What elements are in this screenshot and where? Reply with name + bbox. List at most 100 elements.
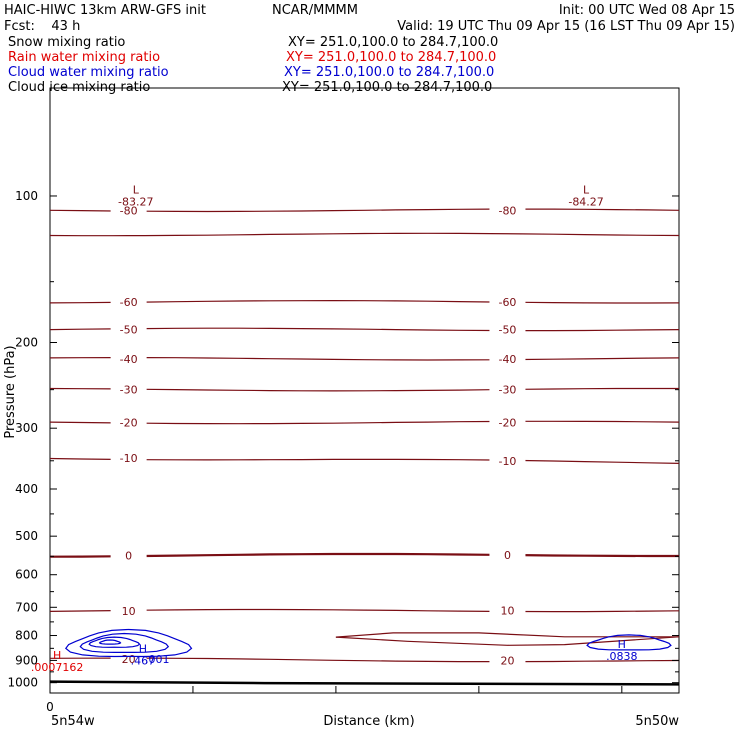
extremum-value: -83.27 [118, 196, 153, 209]
isotherm-label-bg [489, 415, 526, 428]
plot-frame [49, 87, 680, 694]
isotherm-line [49, 457, 680, 464]
isotherm-label: -80 [120, 204, 138, 217]
forecast-hour: Fcst: 43 h [4, 19, 80, 34]
y-tick-label: 800 [15, 629, 38, 643]
y-tick-label: 900 [15, 653, 38, 667]
isotherm-label: -50 [120, 323, 138, 336]
right-location-label: 5n50w [635, 714, 679, 729]
isotherm-label: -20 [498, 416, 516, 429]
isotherm-label-bg [110, 382, 147, 395]
extremum-letter: H [139, 642, 147, 655]
isotherm-label: 10 [122, 605, 136, 618]
isotherm-label: 0 [125, 549, 132, 562]
cloud-water-contour [79, 632, 170, 653]
isotherm-label: -40 [498, 353, 516, 366]
field-name-cloud-water: Cloud water mixing ratio [8, 65, 169, 80]
isotherm-label-bg [110, 294, 147, 307]
y-tick-label: 400 [15, 482, 38, 496]
cloud-water-contours [64, 628, 672, 658]
field-xy-snow: XY= 251.0,100.0 to 284.7,100.0 [288, 35, 498, 50]
isotherm-label: -20 [120, 416, 138, 429]
isotherm-label-bg [489, 382, 526, 395]
isotherm-label-bg [110, 415, 147, 428]
isotherm-label-bg [489, 351, 526, 364]
isotherm-label-bg [110, 548, 147, 561]
isotherm-line [49, 208, 680, 213]
isotherm-label-bg [489, 454, 526, 467]
isotherm-label: 10 [500, 604, 514, 617]
cloud-water-contour [88, 636, 141, 648]
isotherm-label-bg [110, 652, 147, 665]
isotherm-label-bg [489, 547, 526, 560]
isotherm-label: -40 [120, 353, 138, 366]
isotherm-label: 20 [500, 655, 514, 668]
isotherm-line [49, 657, 680, 663]
x-axis [49, 686, 623, 693]
isotherm-line [49, 357, 680, 361]
surface-pressure-line [49, 680, 680, 686]
isotherm-label-bg [489, 653, 526, 666]
y-axis-label: Pressure (hPa) [3, 345, 18, 438]
y-tick-label: 1000 [7, 676, 38, 690]
valid-time: Valid: 19 UTC Thu 09 Apr 15 (16 LST Thu … [397, 19, 735, 34]
isotherm-label-bg [489, 203, 526, 216]
y-tick-label: 300 [15, 421, 38, 435]
extremum-letter: H [53, 649, 61, 662]
extremum-value: .0007162 [31, 661, 84, 674]
org-title: NCAR/MMMM [272, 3, 358, 18]
isotherm-label-bg [489, 603, 526, 616]
cloud-water-contour [64, 628, 193, 658]
extremum-value: .467 [131, 654, 156, 667]
isotherm-line [49, 327, 680, 332]
isotherm-label-bg [110, 322, 147, 335]
isotherm-label: -80 [498, 204, 516, 217]
field-xy-cloud-water: XY= 251.0,100.0 to 284.7,100.0 [284, 65, 494, 80]
init-time: Init: 00 UTC Wed 08 Apr 15 [559, 3, 735, 18]
extremum-letter: L [133, 184, 140, 197]
isotherm-label: -30 [120, 384, 138, 397]
isotherm-line [49, 608, 680, 613]
extremum-letter: H [618, 638, 626, 651]
isotherm-label: -50 [498, 323, 516, 336]
inversion-isotherm [335, 636, 680, 646]
x-start-label: 0 [46, 700, 54, 714]
isotherm-label: -60 [498, 296, 516, 309]
isotherm-line [49, 232, 680, 237]
isotherm-label: -10 [498, 455, 516, 468]
isotherm-label: 0 [504, 549, 511, 562]
extremum-letter: L [583, 184, 590, 197]
y-tick-label: 200 [15, 335, 38, 349]
extremum-value: .0838 [606, 650, 638, 663]
isotherm-line [49, 387, 679, 392]
isotherm-label: -10 [120, 452, 138, 465]
isotherm-label-bg [110, 603, 147, 616]
contour-value-label: .001 [145, 653, 170, 666]
surface-pressure-line [49, 680, 680, 686]
isotherm-label-bg [110, 351, 147, 364]
isotherm-label-bg [489, 322, 526, 335]
isotherm-line [49, 299, 680, 304]
isotherm-label-bg [110, 203, 147, 216]
field-xy-rain: XY= 251.0,100.0 to 284.7,100.0 [286, 50, 496, 65]
inversion-isotherm [335, 632, 679, 638]
extremum-value: -84.27 [568, 196, 603, 209]
model-title: HAIC-HIWC 13km ARW-GFS init [4, 3, 206, 18]
cloud-water-contour [586, 634, 672, 651]
y-tick-label: 500 [15, 529, 38, 543]
isotherm-label-bg [489, 294, 526, 307]
isotherm-label-bg [110, 451, 147, 464]
x-axis-label: Distance (km) [323, 714, 414, 729]
y-tick-label: 600 [15, 568, 38, 582]
isotherm-label: -60 [120, 296, 138, 309]
isotherm-labels: -80 -80 -60 -60 -50 -50 -40 -40 -30 -30 -20 -20 -10 -… [110, 203, 526, 668]
isotherm-line [49, 420, 680, 425]
left-location-label: 5n54w [51, 714, 95, 729]
y-tick-label: 100 [15, 189, 38, 203]
temperature-isotherms [49, 208, 680, 663]
isotherm-label: -30 [498, 384, 516, 397]
